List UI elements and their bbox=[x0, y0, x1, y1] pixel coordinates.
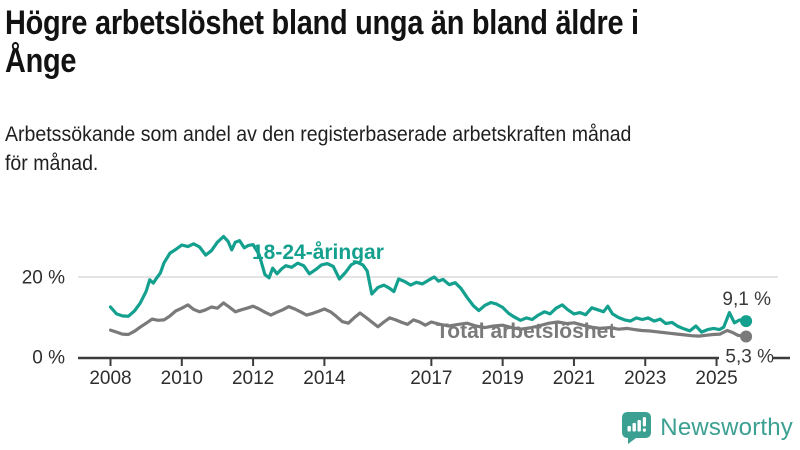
chart-subtitle-line-2: för månad. bbox=[5, 152, 99, 175]
end-dot-total bbox=[740, 330, 753, 343]
chart-header: Högre arbetslöshet bland unga än bland ä… bbox=[5, 4, 800, 80]
newsworthy-logo[interactable]: Newsworthy bbox=[622, 412, 793, 444]
x-tick-label: 2017 bbox=[410, 368, 452, 389]
x-tick-label: 2008 bbox=[89, 368, 131, 389]
x-tick-label: 2012 bbox=[232, 368, 274, 389]
chart-subtitle-line-1: Arbetssökande som andel av den registerb… bbox=[5, 123, 632, 146]
series-label-total-arbetsloshet: Total arbetslöshet bbox=[436, 320, 615, 343]
newsworthy-logo-icon bbox=[622, 412, 652, 444]
x-tick-label: 2019 bbox=[482, 368, 524, 389]
newsworthy-logo-text: Newsworthy bbox=[660, 414, 793, 441]
end-dot-youth bbox=[740, 315, 753, 328]
end-value-label-youth: 9,1 % bbox=[722, 289, 771, 310]
x-tick-label: 2023 bbox=[624, 368, 666, 389]
end-value-label-total: 5,3 % bbox=[725, 347, 774, 368]
x-tick-label: 2021 bbox=[553, 368, 595, 389]
line-18-24-aringar bbox=[108, 234, 748, 334]
chart-title: Högre arbetslöshet bland unga än bland ä… bbox=[5, 4, 681, 80]
x-tick-label: 2014 bbox=[303, 368, 346, 389]
chart-subtitle: Arbetssökande som andel av den registerb… bbox=[5, 120, 740, 178]
chart-title-line-2: Ånge bbox=[5, 42, 77, 80]
x-axis-ticks: 2008 2010 2012 2014 2017 2019 2021 2023 2025 bbox=[89, 358, 738, 389]
line-total-arbetsloshet bbox=[108, 301, 748, 339]
x-tick-label: 2010 bbox=[161, 368, 203, 389]
series-label-18-24-aringar: 18-24-åringar bbox=[252, 241, 384, 264]
x-tick-label: 2025 bbox=[695, 368, 737, 389]
y-axis-label-20: 20 % bbox=[22, 268, 65, 289]
y-axis-label-0: 0 % bbox=[32, 348, 65, 369]
chart-title-line-1: Högre arbetslöshet bland unga än bland ä… bbox=[5, 4, 639, 42]
end-label-mask bbox=[719, 345, 772, 361]
